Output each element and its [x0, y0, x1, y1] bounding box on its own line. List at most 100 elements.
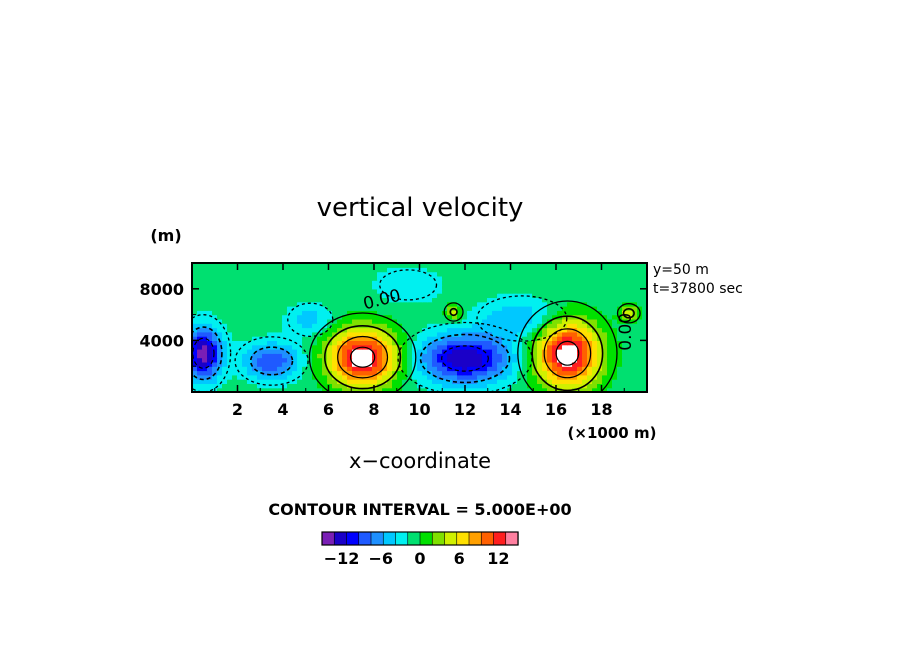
field-cell	[372, 379, 378, 384]
field-cell	[357, 263, 363, 268]
field-cell	[502, 340, 508, 346]
field-cell	[322, 288, 328, 294]
field-cell	[552, 318, 558, 324]
field-cell	[497, 310, 503, 316]
field-cell	[277, 344, 283, 350]
field-cell	[472, 280, 478, 286]
field-cell	[292, 327, 298, 333]
field-cell	[237, 327, 243, 333]
field-cell	[562, 280, 568, 286]
field-cell	[297, 306, 303, 311]
field-cell	[302, 263, 308, 268]
field-cell	[467, 366, 473, 372]
field-cell	[462, 349, 468, 354]
field-cell	[607, 318, 613, 324]
field-cell	[342, 263, 348, 268]
field-cell	[627, 379, 633, 384]
field-cell	[512, 366, 518, 372]
field-cell	[642, 331, 647, 337]
field-cell	[237, 288, 243, 294]
field-cell	[612, 331, 618, 337]
field-cell	[527, 349, 533, 354]
field-cell	[457, 336, 463, 341]
field-cell	[307, 284, 313, 290]
field-cell	[577, 349, 583, 354]
field-cell	[462, 306, 468, 311]
field-cell	[582, 306, 588, 311]
field-cell	[217, 263, 223, 268]
field-cell	[467, 323, 473, 329]
field-cell	[412, 267, 418, 273]
field-cell	[317, 323, 323, 329]
field-cell	[412, 310, 418, 316]
field-cell	[397, 288, 403, 294]
field-cell	[337, 288, 343, 294]
field-cell	[257, 284, 263, 290]
field-cell	[237, 370, 243, 376]
field-cell	[592, 293, 598, 298]
field-cell	[362, 361, 368, 367]
field-cell	[257, 310, 263, 316]
field-cell	[282, 301, 288, 307]
field-cell	[272, 331, 278, 337]
contour-ring	[543, 328, 592, 379]
field-cell	[277, 318, 283, 324]
field-cell	[417, 340, 423, 346]
contour-ring	[192, 337, 215, 369]
field-cell	[232, 293, 238, 298]
field-cell	[362, 331, 368, 337]
field-cell	[327, 331, 333, 337]
field-cell	[262, 344, 268, 350]
field-cell	[347, 306, 353, 311]
field-cell	[307, 267, 313, 273]
field-cell	[302, 306, 308, 311]
field-cell	[322, 293, 328, 298]
field-cell	[312, 288, 318, 294]
field-cell	[442, 323, 448, 329]
field-cell	[367, 297, 373, 303]
field-cell	[602, 383, 608, 389]
field-cell	[517, 280, 523, 286]
plot-area	[192, 263, 647, 392]
field-cell	[507, 275, 513, 281]
field-cell	[327, 310, 333, 316]
field-cell	[337, 263, 343, 268]
field-cell	[552, 271, 558, 277]
field-cell	[267, 361, 273, 367]
field-cell	[572, 280, 578, 286]
field-cell	[382, 267, 388, 273]
field-cell	[617, 331, 623, 337]
field-cell	[252, 379, 258, 384]
field-cell	[247, 340, 253, 346]
field-cell	[442, 387, 448, 392]
field-cell	[422, 331, 428, 337]
field-cell	[562, 271, 568, 277]
field-cell	[307, 314, 313, 320]
field-cell	[312, 314, 318, 320]
field-cell	[517, 288, 523, 294]
field-cell	[332, 361, 338, 367]
field-cell	[387, 323, 393, 329]
field-cell	[392, 327, 398, 333]
field-cell	[572, 336, 578, 341]
field-cell	[482, 314, 488, 320]
field-cell	[572, 275, 578, 281]
field-cell	[217, 366, 223, 372]
field-cell	[472, 336, 478, 341]
field-cell	[437, 327, 443, 333]
field-cell	[272, 297, 278, 303]
field-cell	[372, 306, 378, 311]
field-cell	[422, 323, 428, 329]
field-cell	[472, 297, 478, 303]
field-cell	[367, 353, 373, 359]
field-cell	[397, 271, 403, 277]
field-cell	[322, 327, 328, 333]
field-cell	[272, 366, 278, 372]
field-cell	[332, 293, 338, 298]
field-cell	[457, 357, 463, 363]
x-tick-label: 14	[499, 400, 521, 419]
field-cell	[232, 267, 238, 273]
field-cell	[642, 275, 647, 281]
field-cell	[432, 275, 438, 281]
field-cell	[197, 293, 203, 298]
